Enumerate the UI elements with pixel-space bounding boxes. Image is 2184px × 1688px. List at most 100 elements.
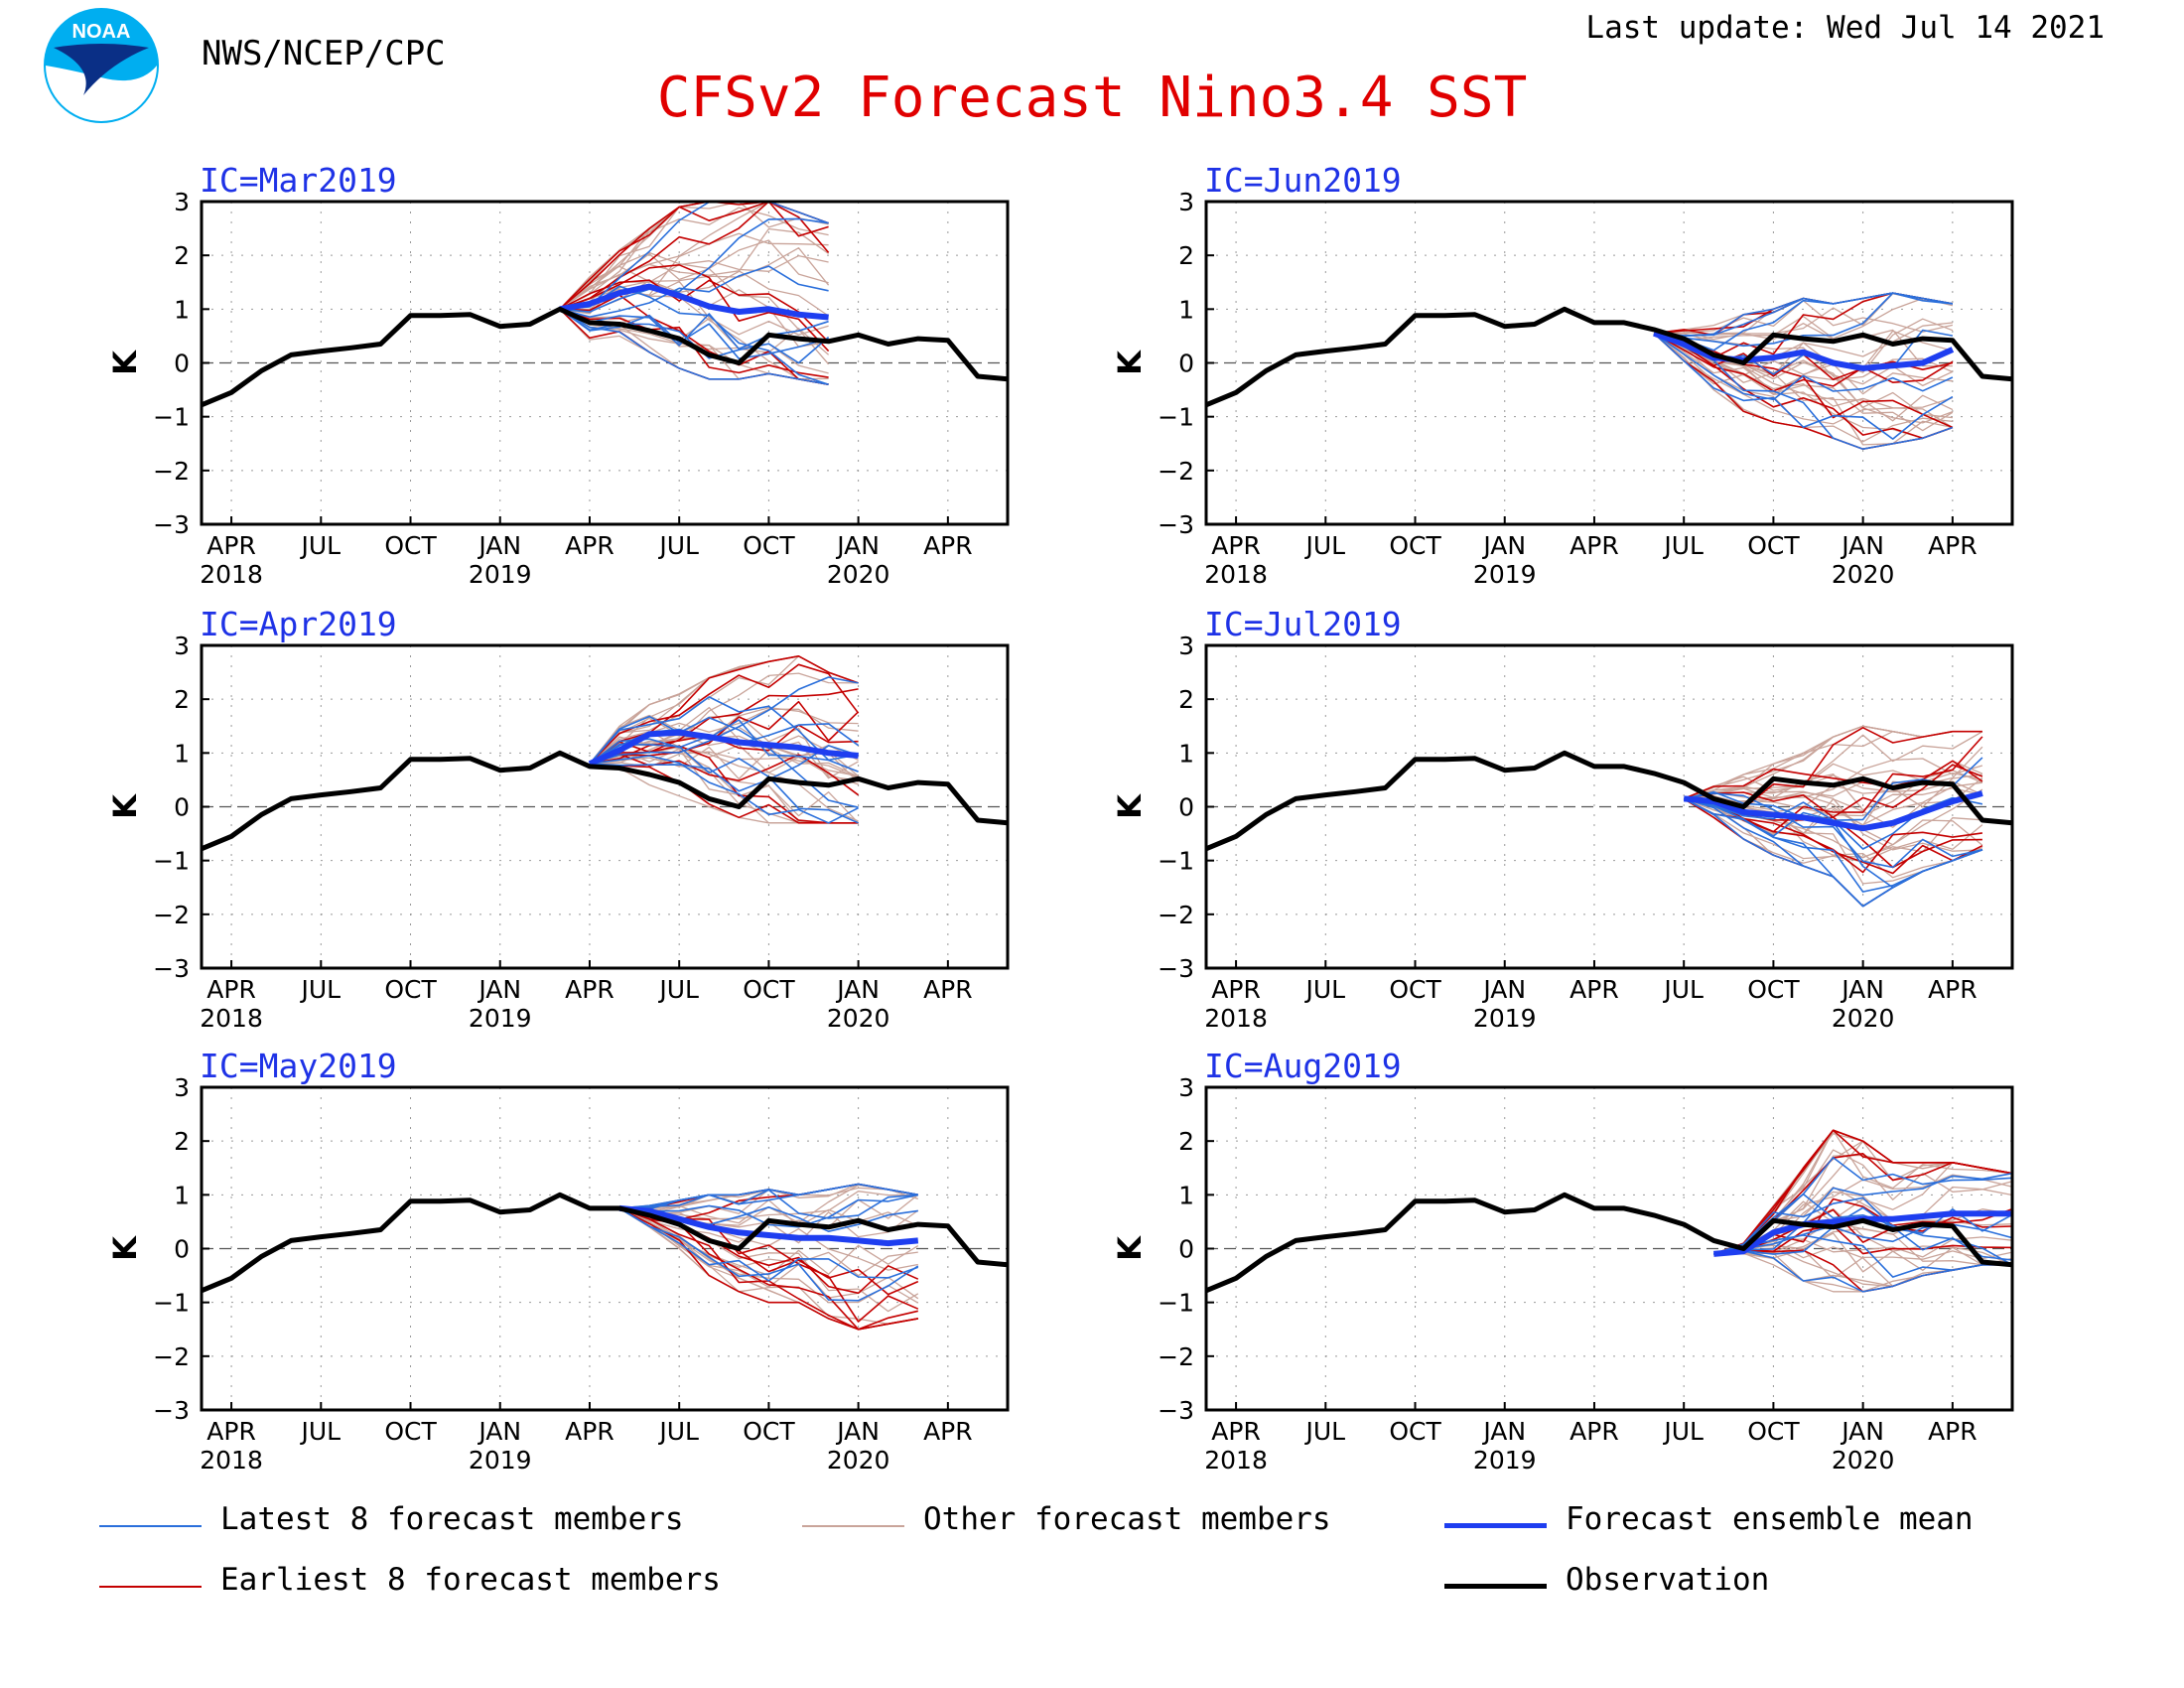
latest-member-line (1653, 292, 1953, 348)
other-member-line (559, 263, 829, 317)
x-tick-label: APR (1928, 1417, 1978, 1446)
latest-member-line (589, 715, 859, 808)
plot-frame (200, 643, 1010, 970)
latest-member-line (559, 217, 829, 313)
legend-swatch-observation (1444, 1584, 1547, 1589)
x-tick-year-label: 2019 (469, 1004, 532, 1033)
earliest-member-line (618, 1207, 918, 1331)
y-tick-label: −2 (153, 901, 190, 929)
x-tick-label: JAN (477, 975, 521, 1004)
y-tick-label: 0 (174, 350, 190, 378)
observation-line (201, 750, 1009, 852)
x-tick-label: OCT (384, 531, 437, 560)
y-tick-label: −3 (153, 1396, 190, 1425)
x-tick-label: OCT (384, 975, 437, 1004)
latest-member-line (589, 745, 859, 792)
y-tick-label: 2 (174, 241, 190, 270)
x-tick-label: APR (565, 531, 614, 560)
latest-member-line (589, 676, 859, 765)
plot-frame (1204, 200, 2014, 526)
latest-member-line (618, 1183, 918, 1209)
x-tick-label: APR (923, 975, 973, 1004)
panel-title: IC=Jul2019 (1204, 605, 1402, 643)
y-tick-label: 1 (174, 1181, 190, 1209)
x-tick-label: JAN (835, 531, 880, 560)
y-tick-label: −1 (1158, 1289, 1194, 1318)
y-tick-label: −2 (153, 457, 190, 486)
main-title: CFSv2 Forecast Nino3.4 SST (656, 66, 1528, 130)
latest-member-line (618, 1207, 919, 1282)
latest-member-line (618, 1194, 918, 1228)
x-tick-year-label: 2018 (1204, 560, 1268, 589)
x-tick-label: JAN (835, 975, 880, 1004)
y-tick-label: 1 (1178, 295, 1194, 324)
y-axis-label: K (106, 1235, 144, 1261)
x-tick-label: JUL (1662, 1417, 1704, 1446)
y-tick-label: 2 (174, 1127, 190, 1156)
x-tick-label: APR (206, 1417, 256, 1446)
latest-member-line (589, 755, 859, 824)
x-tick-label: APR (1570, 1417, 1619, 1446)
x-tick-year-label: 2020 (1832, 560, 1895, 589)
y-tick-label: 3 (1178, 188, 1194, 216)
y-tick-label: −2 (153, 1342, 190, 1371)
y-tick-label: −1 (1158, 403, 1194, 432)
x-tick-label: JAN (1481, 975, 1526, 1004)
x-tick-label: OCT (1747, 975, 1800, 1004)
x-tick-label: APR (1211, 531, 1261, 560)
y-tick-label: 2 (1178, 241, 1194, 270)
x-tick-year-label: 2020 (827, 1004, 890, 1033)
legend-label-latest: Latest 8 forecast members (220, 1501, 684, 1537)
x-tick-label: OCT (743, 975, 795, 1004)
x-tick-label: OCT (1389, 1417, 1441, 1446)
earliest-member-line (1683, 760, 1983, 800)
legend-swatch-mean (1444, 1523, 1547, 1528)
earliest-member-line (589, 700, 860, 765)
noaa-logo-text: NOAA (72, 21, 131, 43)
x-tick-year-label: 2019 (469, 560, 532, 589)
y-tick-label: 3 (1178, 1073, 1194, 1102)
x-tick-label: APR (1570, 975, 1619, 1004)
earliest-member-line (1684, 791, 1982, 869)
y-axis-label: K (1111, 793, 1149, 819)
ensemble-mean-line (1653, 330, 1955, 371)
y-axis-label: K (106, 793, 144, 819)
observation-line (201, 1192, 1009, 1294)
y-tick-label: −3 (153, 510, 190, 539)
y-tick-label: 2 (174, 685, 190, 714)
y-tick-label: 0 (174, 1235, 190, 1264)
latest-member-line (1713, 1172, 2013, 1255)
x-tick-year-label: 2018 (1204, 1446, 1268, 1475)
latest-member-line (559, 308, 829, 351)
earliest-member-line (589, 763, 859, 824)
x-tick-year-label: 2019 (1473, 1004, 1537, 1033)
plot-frame (1204, 1085, 2014, 1412)
panel-title: IC=Mar2019 (200, 161, 397, 200)
x-tick-label: APR (1928, 975, 1978, 1004)
agency-label: NWS/NCEP/CPC (202, 34, 446, 73)
legend-swatch-earliest (99, 1586, 202, 1588)
latest-member-line (1653, 333, 1954, 440)
other-member-line (589, 707, 859, 765)
y-tick-label: −1 (153, 1289, 190, 1318)
earliest-member-line (589, 654, 859, 765)
x-tick-label: JUL (299, 531, 341, 560)
y-tick-label: 0 (1178, 1235, 1194, 1264)
x-tick-label: JUL (299, 1417, 341, 1446)
latest-member-line (559, 265, 829, 319)
x-tick-label: JUL (299, 975, 341, 1004)
y-tick-label: −1 (153, 847, 190, 876)
y-axis-label: K (1111, 1235, 1149, 1261)
x-tick-label: OCT (743, 1417, 795, 1446)
y-tick-label: −2 (1158, 1342, 1194, 1371)
x-tick-label: APR (1211, 975, 1261, 1004)
plot-frame (200, 200, 1010, 526)
latest-member-line (1713, 1250, 2012, 1293)
latest-member-line (618, 1207, 919, 1302)
y-tick-label: 3 (1178, 632, 1194, 660)
x-tick-label: APR (206, 531, 256, 560)
y-tick-label: −3 (1158, 954, 1194, 983)
x-tick-label: APR (206, 975, 256, 1004)
